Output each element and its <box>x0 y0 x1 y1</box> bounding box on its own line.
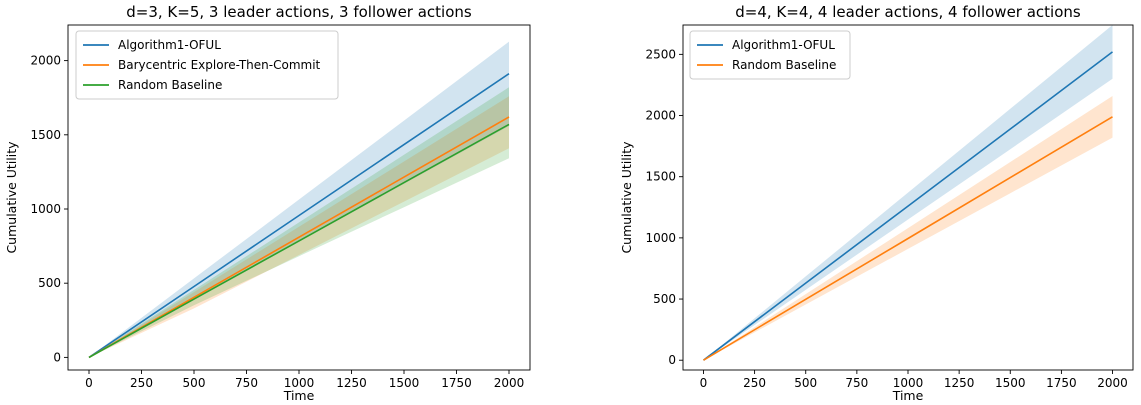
confidence-band-2 <box>89 87 509 358</box>
x-axis-label: Time <box>892 388 924 403</box>
y-tick-label: 2000 <box>30 54 61 68</box>
x-tick-label: 500 <box>183 376 206 390</box>
y-axis-label: Cumulative Utility <box>4 141 19 254</box>
x-tick-label: 2000 <box>494 376 525 390</box>
x-tick-label: 1250 <box>336 376 367 390</box>
x-tick-label: 750 <box>235 376 258 390</box>
x-tick-label: 1500 <box>995 376 1026 390</box>
x-axis-label: Time <box>283 388 315 403</box>
legend-label-0: Algorithm1-OFUL <box>118 38 221 52</box>
confidence-band-0 <box>703 25 1113 361</box>
y-tick-label: 1000 <box>30 202 61 216</box>
series-line-0 <box>703 51 1113 361</box>
y-tick-label: 500 <box>653 292 676 306</box>
x-tick-label: 1250 <box>944 376 975 390</box>
series-line-1 <box>88 116 510 359</box>
x-tick-label: 1000 <box>893 376 924 390</box>
y-tick-label: 1000 <box>645 231 676 245</box>
series-line-2 <box>88 123 510 359</box>
chart-title: d=4, K=4, 4 leader actions, 4 follower a… <box>735 3 1081 21</box>
legend-label-1: Random Baseline <box>732 58 836 72</box>
x-tick-label: 2000 <box>1097 376 1128 390</box>
chart-title: d=3, K=5, 3 leader actions, 3 follower a… <box>126 3 472 21</box>
x-tick-label: 500 <box>794 376 817 390</box>
legend-box <box>75 30 339 100</box>
legend-label-0: Algorithm1-OFUL <box>732 38 835 52</box>
y-tick-label: 500 <box>38 276 61 290</box>
left-chart: 0 250 500 750 1000 1250 1500 1750 2000 0 500 1000 15… <box>4 3 531 403</box>
legend-box <box>689 30 851 80</box>
right-chart: 0 250 500 750 1000 1250 1500 1750 2000 0 500 1000 15… <box>619 3 1134 403</box>
x-tick-label: 750 <box>845 376 868 390</box>
series-line-1 <box>703 116 1113 361</box>
confidence-band-1 <box>703 96 1113 361</box>
confidence-band-1 <box>89 96 509 358</box>
series-line-0 <box>88 73 510 359</box>
y-tick-label: 2000 <box>645 109 676 123</box>
y-tick-label: 1500 <box>645 170 676 184</box>
x-tick-label: 250 <box>743 376 766 390</box>
y-tick-label: 0 <box>668 353 676 367</box>
y-tick-label: 2500 <box>645 47 676 61</box>
y-tick-label: 1500 <box>30 128 61 142</box>
confidence-band-0 <box>89 41 509 358</box>
legend-label-1: Barycentric Explore-Then-Commit <box>118 58 321 72</box>
x-tick-label: 1750 <box>1046 376 1077 390</box>
x-tick-label: 1750 <box>441 376 472 390</box>
x-tick-label: 1500 <box>389 376 420 390</box>
y-axis-label: Cumulative Utility <box>619 141 634 254</box>
x-tick-label: 0 <box>700 376 708 390</box>
y-tick-label: 0 <box>53 350 61 364</box>
x-tick-label: 250 <box>130 376 153 390</box>
legend-label-2: Random Baseline <box>118 78 222 92</box>
x-tick-label: 0 <box>85 376 93 390</box>
x-tick-label: 1000 <box>284 376 315 390</box>
